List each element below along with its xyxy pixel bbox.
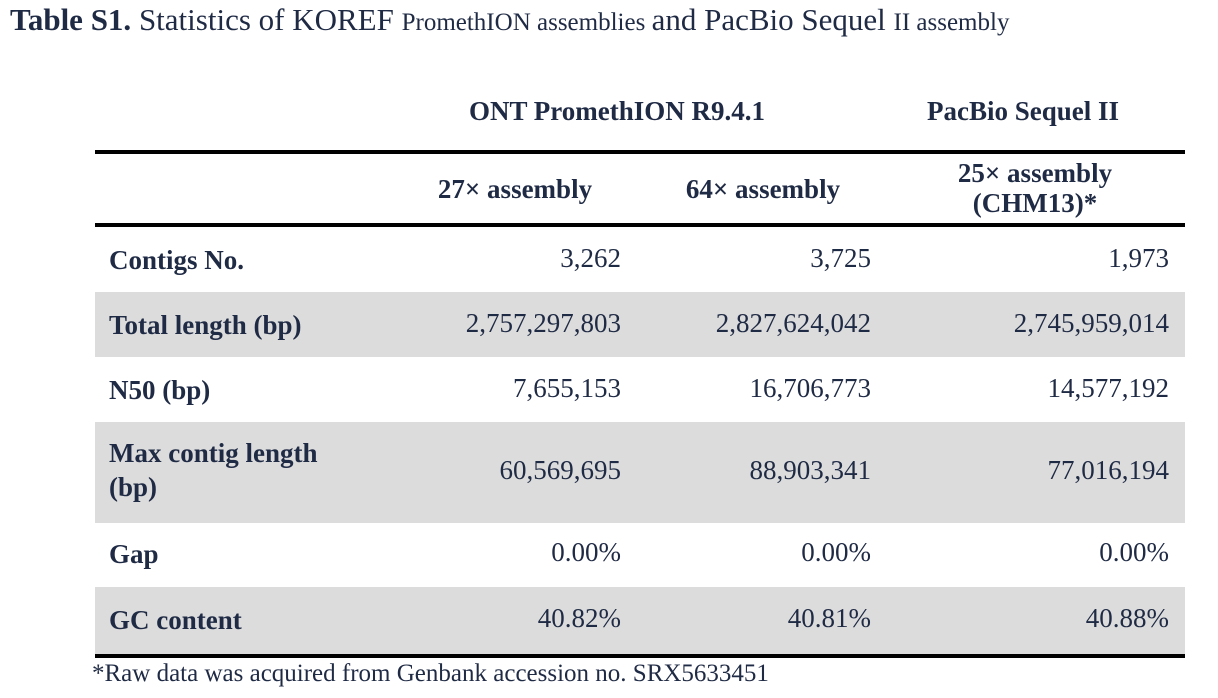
table-row: N50 (bp) 7,655,153 16,706,773 14,577,192	[95, 357, 1185, 422]
column-header-64x: 64× assembly	[685, 174, 841, 204]
table-title-part2: PromethION assemblies	[401, 9, 652, 36]
top-rule	[95, 150, 1185, 154]
cell-value: 40.82%	[537, 603, 621, 633]
cell-value: 2,827,624,042	[715, 308, 871, 338]
cell-value: 0.00%	[551, 537, 621, 567]
cell-value: 60,569,695	[499, 455, 622, 485]
group-header-ont: ONT PromethION R9.4.1	[469, 96, 765, 126]
cell-value: 1,973	[1108, 243, 1169, 273]
cell-value: 16,706,773	[749, 373, 872, 403]
row-label-line2: (bp)	[109, 472, 158, 502]
table-body: Contigs No. 3,262 3,725 1,973 Total leng…	[95, 227, 1185, 654]
table-row: Contigs No. 3,262 3,725 1,973	[95, 227, 1185, 292]
cell-value: 3,262	[560, 243, 621, 273]
cell-value: 3,725	[810, 243, 871, 273]
cell-value: 0.00%	[1099, 537, 1169, 567]
header-rule	[95, 223, 1185, 227]
column-header-row: 27× assembly 64× assembly 25× assembly (…	[95, 154, 1185, 223]
table-row: Max contig length (bp) 60,569,695 88,903…	[95, 422, 1185, 523]
column-header-25x-line1: 25× assembly	[957, 158, 1113, 188]
column-group-header: ONT PromethION R9.4.1 PacBio Sequel II	[95, 96, 1185, 146]
table-footnote: *Raw data was acquired from Genbank acce…	[92, 660, 769, 687]
row-label: Contigs No.	[109, 245, 245, 275]
bottom-rule	[95, 654, 1185, 658]
cell-value: 40.88%	[1085, 603, 1169, 633]
table-title: Table S1. Statistics of KOREF PromethION…	[10, 2, 1009, 38]
table-title-part4: II assembly	[893, 9, 1010, 36]
row-label: Max contig length (bp)	[109, 436, 318, 504]
column-header-25x: 25× assembly (CHM13)*	[915, 158, 1155, 218]
row-label: GC content	[109, 605, 242, 635]
cell-value: 7,655,153	[513, 373, 621, 403]
table-row: Total length (bp) 2,757,297,803 2,827,62…	[95, 292, 1185, 357]
row-label: Total length (bp)	[109, 310, 302, 340]
table-row: GC content 40.82% 40.81% 40.88%	[95, 587, 1185, 654]
row-label: N50 (bp)	[109, 375, 211, 405]
group-header-pacbio: PacBio Sequel II	[927, 96, 1120, 126]
cell-value: 40.81%	[787, 603, 871, 633]
row-label-line1: Max contig length	[109, 438, 318, 468]
table-title-part3: and PacBio Sequel	[651, 2, 894, 37]
cell-value: 88,903,341	[749, 455, 872, 485]
column-header-27x: 27× assembly	[437, 174, 593, 204]
cell-value: 77,016,194	[1047, 455, 1170, 485]
cell-value: 0.00%	[801, 537, 871, 567]
table-row: Gap 0.00% 0.00% 0.00%	[95, 523, 1185, 587]
table-title-label: Table S1.	[10, 2, 132, 37]
cell-value: 2,745,959,014	[1013, 308, 1169, 338]
row-label: Gap	[109, 539, 159, 569]
cell-value: 14,577,192	[1047, 373, 1170, 403]
cell-value: 2,757,297,803	[465, 308, 621, 338]
column-header-25x-line2: (CHM13)*	[972, 188, 1098, 218]
table-title-part1: Statistics of KOREF	[131, 2, 402, 37]
